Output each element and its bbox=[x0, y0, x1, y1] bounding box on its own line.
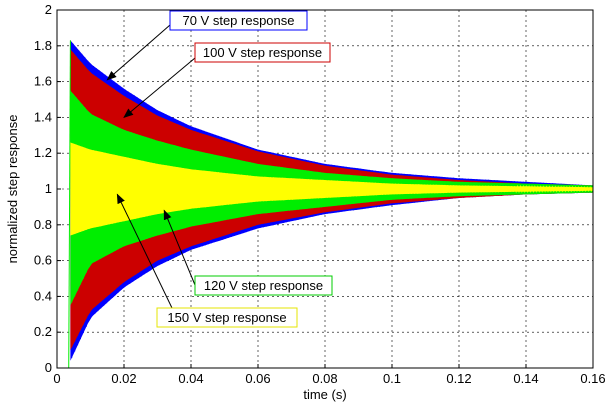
annotation-box bbox=[156, 307, 298, 328]
y-tick-label: 1.4 bbox=[34, 109, 52, 124]
annotation-label: 150 V step response bbox=[167, 310, 286, 325]
y-tick-label: 0.4 bbox=[34, 288, 52, 303]
series-group bbox=[68, 40, 593, 368]
annotation-arrow bbox=[106, 24, 171, 81]
y-tick-label: 1.6 bbox=[34, 74, 52, 89]
annotation-label: 70 V step response bbox=[182, 13, 294, 28]
y-tick-label: 0 bbox=[45, 360, 52, 375]
series-trace-2 bbox=[70, 90, 593, 303]
x-tick-label: 0.1 bbox=[383, 371, 401, 386]
x-tick-label: 0.16 bbox=[580, 371, 605, 386]
x-tick-label: 0.06 bbox=[245, 371, 270, 386]
series-envelope-2 bbox=[70, 90, 593, 306]
y-tick-label: 1.8 bbox=[34, 38, 52, 53]
annotation-label: 100 V step response bbox=[203, 45, 322, 60]
annotation-label: 120 V step response bbox=[204, 278, 323, 293]
series-trace-1 bbox=[70, 49, 593, 348]
series-trace-3 bbox=[70, 142, 593, 236]
x-tick-label: 0.04 bbox=[178, 371, 203, 386]
series-envelope-3 bbox=[70, 142, 593, 236]
annotation-box bbox=[169, 10, 308, 31]
annotation-box bbox=[194, 275, 333, 296]
annotation-arrow bbox=[123, 57, 196, 119]
annotation-box bbox=[194, 42, 331, 63]
x-tick-label: 0.12 bbox=[446, 371, 471, 386]
x-tick-label: 0.08 bbox=[312, 371, 337, 386]
y-tick-label: 2 bbox=[45, 2, 52, 17]
y-tick-label: 0.2 bbox=[34, 324, 52, 339]
y-axis-label: normalized step response bbox=[5, 115, 20, 264]
plot-frame bbox=[56, 9, 594, 369]
y-tick-label: 1 bbox=[45, 181, 52, 196]
annotations: 70 V step response 100 V step response 120… bbox=[106, 10, 333, 328]
tick-labels: 0 0.02 0.04 0.06 0.08 0.1 0.12 0.14 0.16 0 0.2 0.4 0… bbox=[34, 2, 605, 386]
x-tick-label: 0.02 bbox=[111, 371, 136, 386]
initial-rise bbox=[68, 40, 71, 368]
series-trace-0 bbox=[70, 40, 593, 358]
annotation-arrow bbox=[116, 193, 173, 309]
x-axis-label: time (s) bbox=[303, 387, 346, 402]
y-tick-label: 0.6 bbox=[34, 253, 52, 268]
annotation-arrow bbox=[163, 209, 196, 286]
x-tick-label: 0 bbox=[53, 371, 60, 386]
y-tick-label: 1.2 bbox=[34, 145, 52, 160]
y-tick-label: 0.8 bbox=[34, 217, 52, 232]
x-tick-label: 0.14 bbox=[513, 371, 538, 386]
